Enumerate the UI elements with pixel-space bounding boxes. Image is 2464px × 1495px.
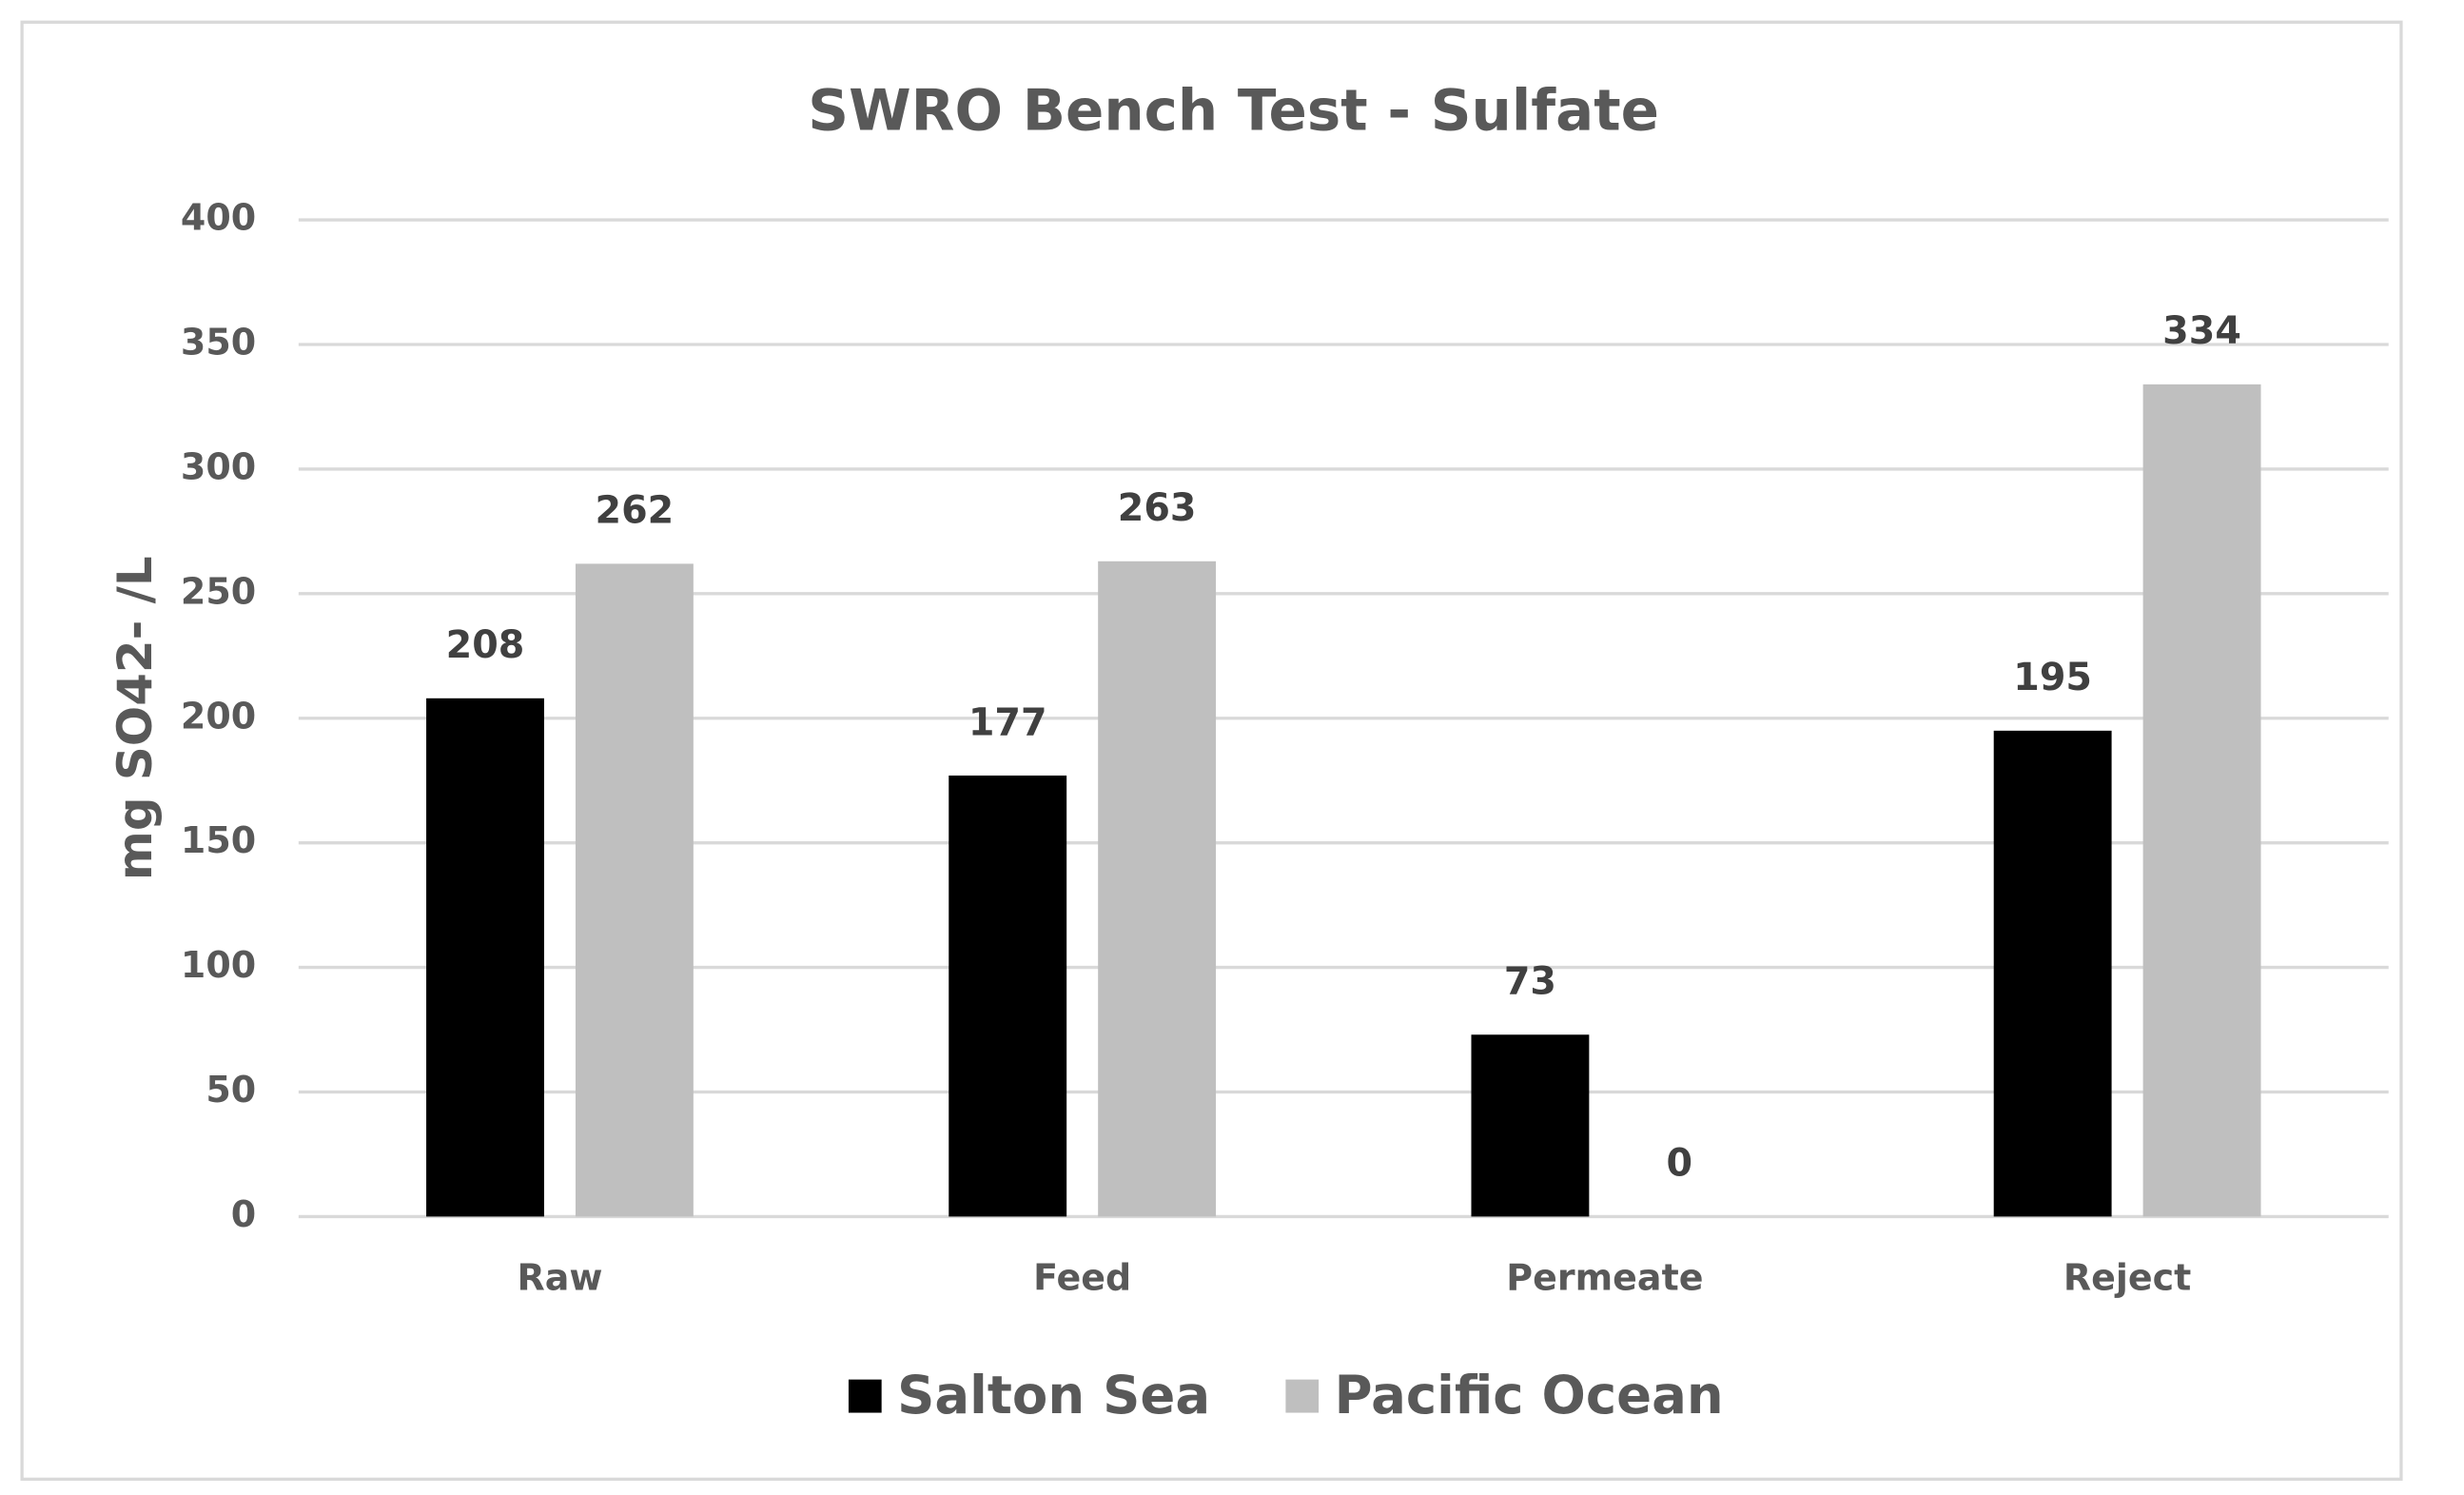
y-tick-label: 100: [181, 944, 256, 986]
data-label: 334: [2162, 309, 2241, 353]
x-tick-label: Raw: [517, 1256, 602, 1298]
bar: [575, 563, 694, 1217]
data-label: 195: [2013, 656, 2092, 699]
legend-label: Salton Sea: [897, 1365, 1210, 1426]
y-tick-label: 150: [181, 819, 256, 861]
x-tick-label: Feed: [1033, 1256, 1131, 1298]
legend-swatch: [848, 1379, 882, 1413]
data-label: 0: [1667, 1142, 1693, 1186]
y-tick-label: 200: [181, 695, 256, 737]
y-tick-label: 50: [205, 1069, 256, 1111]
x-tick-label: Permeate: [1506, 1256, 1703, 1298]
bar: [2142, 384, 2261, 1217]
y-tick-label: 0: [231, 1193, 256, 1235]
y-tick-label: 350: [181, 321, 256, 363]
bar: [1098, 561, 1217, 1217]
y-tick-label: 250: [181, 570, 256, 612]
y-tick-label: 400: [181, 196, 256, 238]
y-axis-title: mg SO42- /L: [108, 556, 163, 880]
data-label: 262: [596, 489, 675, 533]
legend-swatch: [1285, 1379, 1320, 1413]
chart-title: SWRO Bench Test - Sulfate: [808, 78, 1659, 144]
legend-label: Pacific Ocean: [1335, 1365, 1724, 1426]
bar: [948, 775, 1067, 1217]
data-label: 263: [1118, 486, 1197, 530]
data-label: 208: [446, 623, 525, 667]
data-label: 73: [1504, 959, 1556, 1003]
bar: [426, 698, 544, 1217]
bar: [1471, 1034, 1590, 1217]
y-tick-label: 300: [181, 445, 256, 487]
data-label: 177: [968, 700, 1047, 744]
bar: [1993, 730, 2112, 1217]
x-tick-label: Reject: [2063, 1256, 2191, 1298]
